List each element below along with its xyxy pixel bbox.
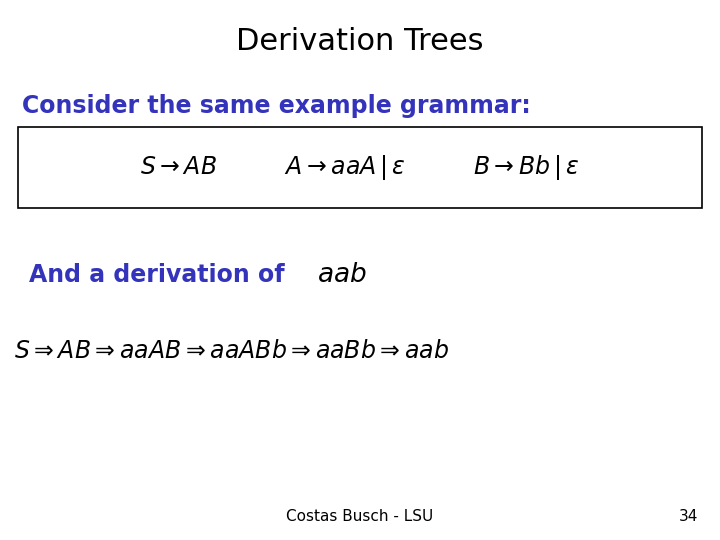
- Text: 34: 34: [679, 509, 698, 524]
- Text: $\mathit{aab}$: $\mathit{aab}$: [317, 262, 366, 288]
- Text: $S \rightarrow AB \qquad\quad A \rightarrow aaA\,|\,\varepsilon \qquad\quad B \r: $S \rightarrow AB \qquad\quad A \rightar…: [140, 153, 580, 182]
- Text: Costas Busch - LSU: Costas Busch - LSU: [287, 509, 433, 524]
- Text: Derivation Trees: Derivation Trees: [236, 27, 484, 56]
- Text: And a derivation of: And a derivation of: [29, 264, 284, 287]
- Text: Consider the same example grammar:: Consider the same example grammar:: [22, 94, 531, 118]
- FancyBboxPatch shape: [18, 127, 702, 208]
- Text: $S \Rightarrow AB \Rightarrow aaAB \Rightarrow aaABb \Rightarrow aaBb \Rightarro: $S \Rightarrow AB \Rightarrow aaAB \Righ…: [14, 339, 449, 363]
